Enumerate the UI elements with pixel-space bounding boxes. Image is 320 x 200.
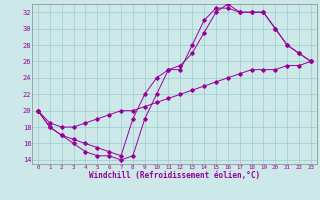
- X-axis label: Windchill (Refroidissement éolien,°C): Windchill (Refroidissement éolien,°C): [89, 171, 260, 180]
